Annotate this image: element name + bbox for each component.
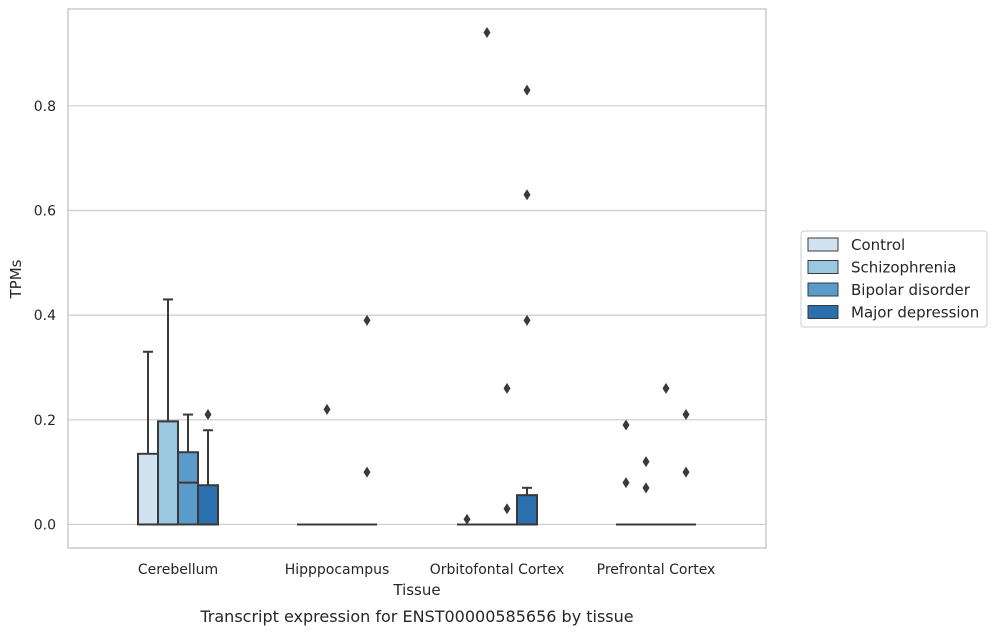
outlier-point [323, 403, 331, 415]
chart-caption: Transcript expression for ENST0000058565… [199, 607, 633, 626]
outlier-point [622, 419, 630, 431]
y-axis-label: TPMs [7, 259, 25, 299]
y-tick-label: 0.0 [34, 517, 56, 533]
outlier-point [523, 189, 531, 201]
outlier-point [642, 456, 650, 468]
legend-label: Control [851, 236, 905, 254]
box [197, 484, 219, 526]
x-tick-label: Prefrontal Cortex [597, 562, 716, 578]
y-tick-label: 0.8 [34, 99, 56, 115]
box [157, 420, 179, 526]
legend-swatch [807, 282, 839, 297]
x-tick-label: Hipppocampus [285, 562, 390, 578]
outlier-point [523, 84, 531, 96]
outlier-point [503, 382, 511, 394]
x-axis-label: Tissue [392, 581, 440, 599]
outlier-point [682, 466, 690, 478]
legend-label: Schizophrenia [851, 259, 956, 277]
x-tick-label: Cerebellum [138, 562, 218, 578]
y-axis-ticks: 0.0 0.2 0.4 0.6 0.8 [34, 99, 56, 534]
legend-frame [800, 230, 988, 328]
box [177, 451, 199, 526]
legend: Control Schizophrenia Bipolar disorder Majo… [800, 230, 988, 328]
outlier-point [363, 466, 371, 478]
outlier-point [363, 314, 371, 326]
legend-swatch [807, 237, 839, 252]
outlier-point [463, 513, 471, 525]
outlier-point [483, 27, 491, 39]
box-groups [137, 27, 696, 526]
plot-frame [67, 8, 767, 549]
legend-swatch [807, 305, 839, 319]
outlier-point [503, 503, 511, 515]
outlier-point [523, 314, 531, 326]
legend-label: Major depression [851, 304, 979, 322]
legend-label: Bipolar disorder [851, 281, 971, 299]
y-tick-label: 0.6 [34, 203, 56, 219]
box [516, 494, 538, 526]
outlier-point [622, 477, 630, 489]
outlier-point [204, 409, 212, 421]
x-axis-ticks: Cerebellum Hipppocampus Orbitofontal Corte… [138, 562, 715, 578]
outlier-point [682, 409, 690, 421]
legend-swatch [807, 260, 839, 274]
outlier-point [642, 482, 650, 494]
outlier-point [662, 382, 670, 394]
y-tick-label: 0.4 [34, 308, 56, 324]
y-tick-label: 0.2 [34, 413, 56, 429]
box [137, 452, 159, 526]
x-tick-label: Orbitofontal Cortex [430, 562, 565, 578]
